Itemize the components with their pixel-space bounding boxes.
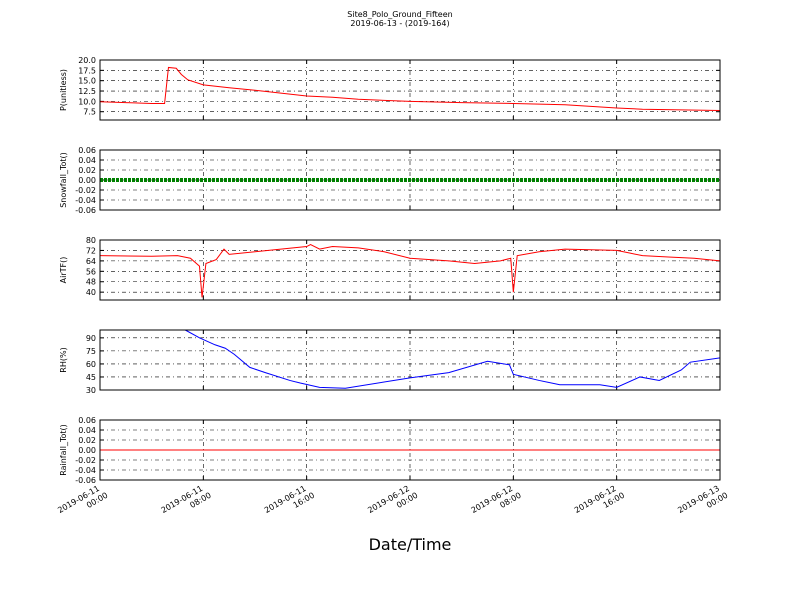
plot-frame <box>99 239 721 301</box>
y-tick-label: 45 <box>86 373 96 382</box>
y-axis-label: Rainfall_Tot() <box>59 424 68 476</box>
y-tick-label: 10.0 <box>78 97 96 106</box>
y-tick-label: 7.5 <box>83 108 96 117</box>
y-tick-label: 30 <box>86 386 96 395</box>
y-tick-label: 0.02 <box>78 436 96 445</box>
y-tick-label: 80 <box>86 236 96 245</box>
y-tick-label: -0.02 <box>75 456 96 465</box>
data-line <box>99 244 721 298</box>
y-tick-label: 15.0 <box>78 77 96 86</box>
y-tick-label: 17.5 <box>78 66 96 75</box>
y-tick-label: 56 <box>86 267 96 276</box>
y-axis-label: AirTF() <box>59 257 68 284</box>
y-tick-label: -0.04 <box>75 466 96 475</box>
y-axis-label: P(unitless) <box>59 69 68 111</box>
y-tick-label: 0.06 <box>78 146 96 155</box>
y-tick-label: 0.00 <box>78 176 96 185</box>
chart-subtitle: 2019-06-13 - (2019-164) <box>350 19 449 28</box>
y-tick-label: -0.04 <box>75 196 96 205</box>
y-tick-label: 0.00 <box>78 446 96 455</box>
plot-frame <box>99 329 721 391</box>
chart-title: Site8_Polo_Ground_Fifteen <box>347 10 452 19</box>
y-tick-label: 90 <box>86 334 96 343</box>
y-tick-label: 72 <box>86 246 96 255</box>
y-tick-label: -0.02 <box>75 186 96 195</box>
y-tick-label: 20.0 <box>78 56 96 65</box>
y-tick-label: 48 <box>86 278 96 287</box>
y-tick-label: 60 <box>86 360 96 369</box>
plot-frame <box>99 419 721 481</box>
y-tick-label: -0.06 <box>75 206 96 215</box>
y-tick-label: 0.02 <box>78 166 96 175</box>
y-tick-label: -0.06 <box>75 476 96 485</box>
data-line <box>99 66 721 111</box>
plot-frame <box>99 149 721 211</box>
y-tick-label: 12.5 <box>78 87 96 96</box>
y-axis-label: RH(%) <box>59 347 68 372</box>
y-tick-label: 64 <box>86 257 96 266</box>
x-axis-label: Date/Time <box>369 535 452 554</box>
y-tick-label: 40 <box>86 288 96 297</box>
y-tick-label: 75 <box>86 347 96 356</box>
y-tick-label: 0.06 <box>78 416 96 425</box>
plot-frame <box>99 59 721 121</box>
y-tick-label: 0.04 <box>78 156 96 165</box>
y-axis-label: Snowfall_Tot() <box>59 152 68 208</box>
data-line <box>185 329 721 389</box>
y-tick-label: 0.04 <box>78 426 96 435</box>
